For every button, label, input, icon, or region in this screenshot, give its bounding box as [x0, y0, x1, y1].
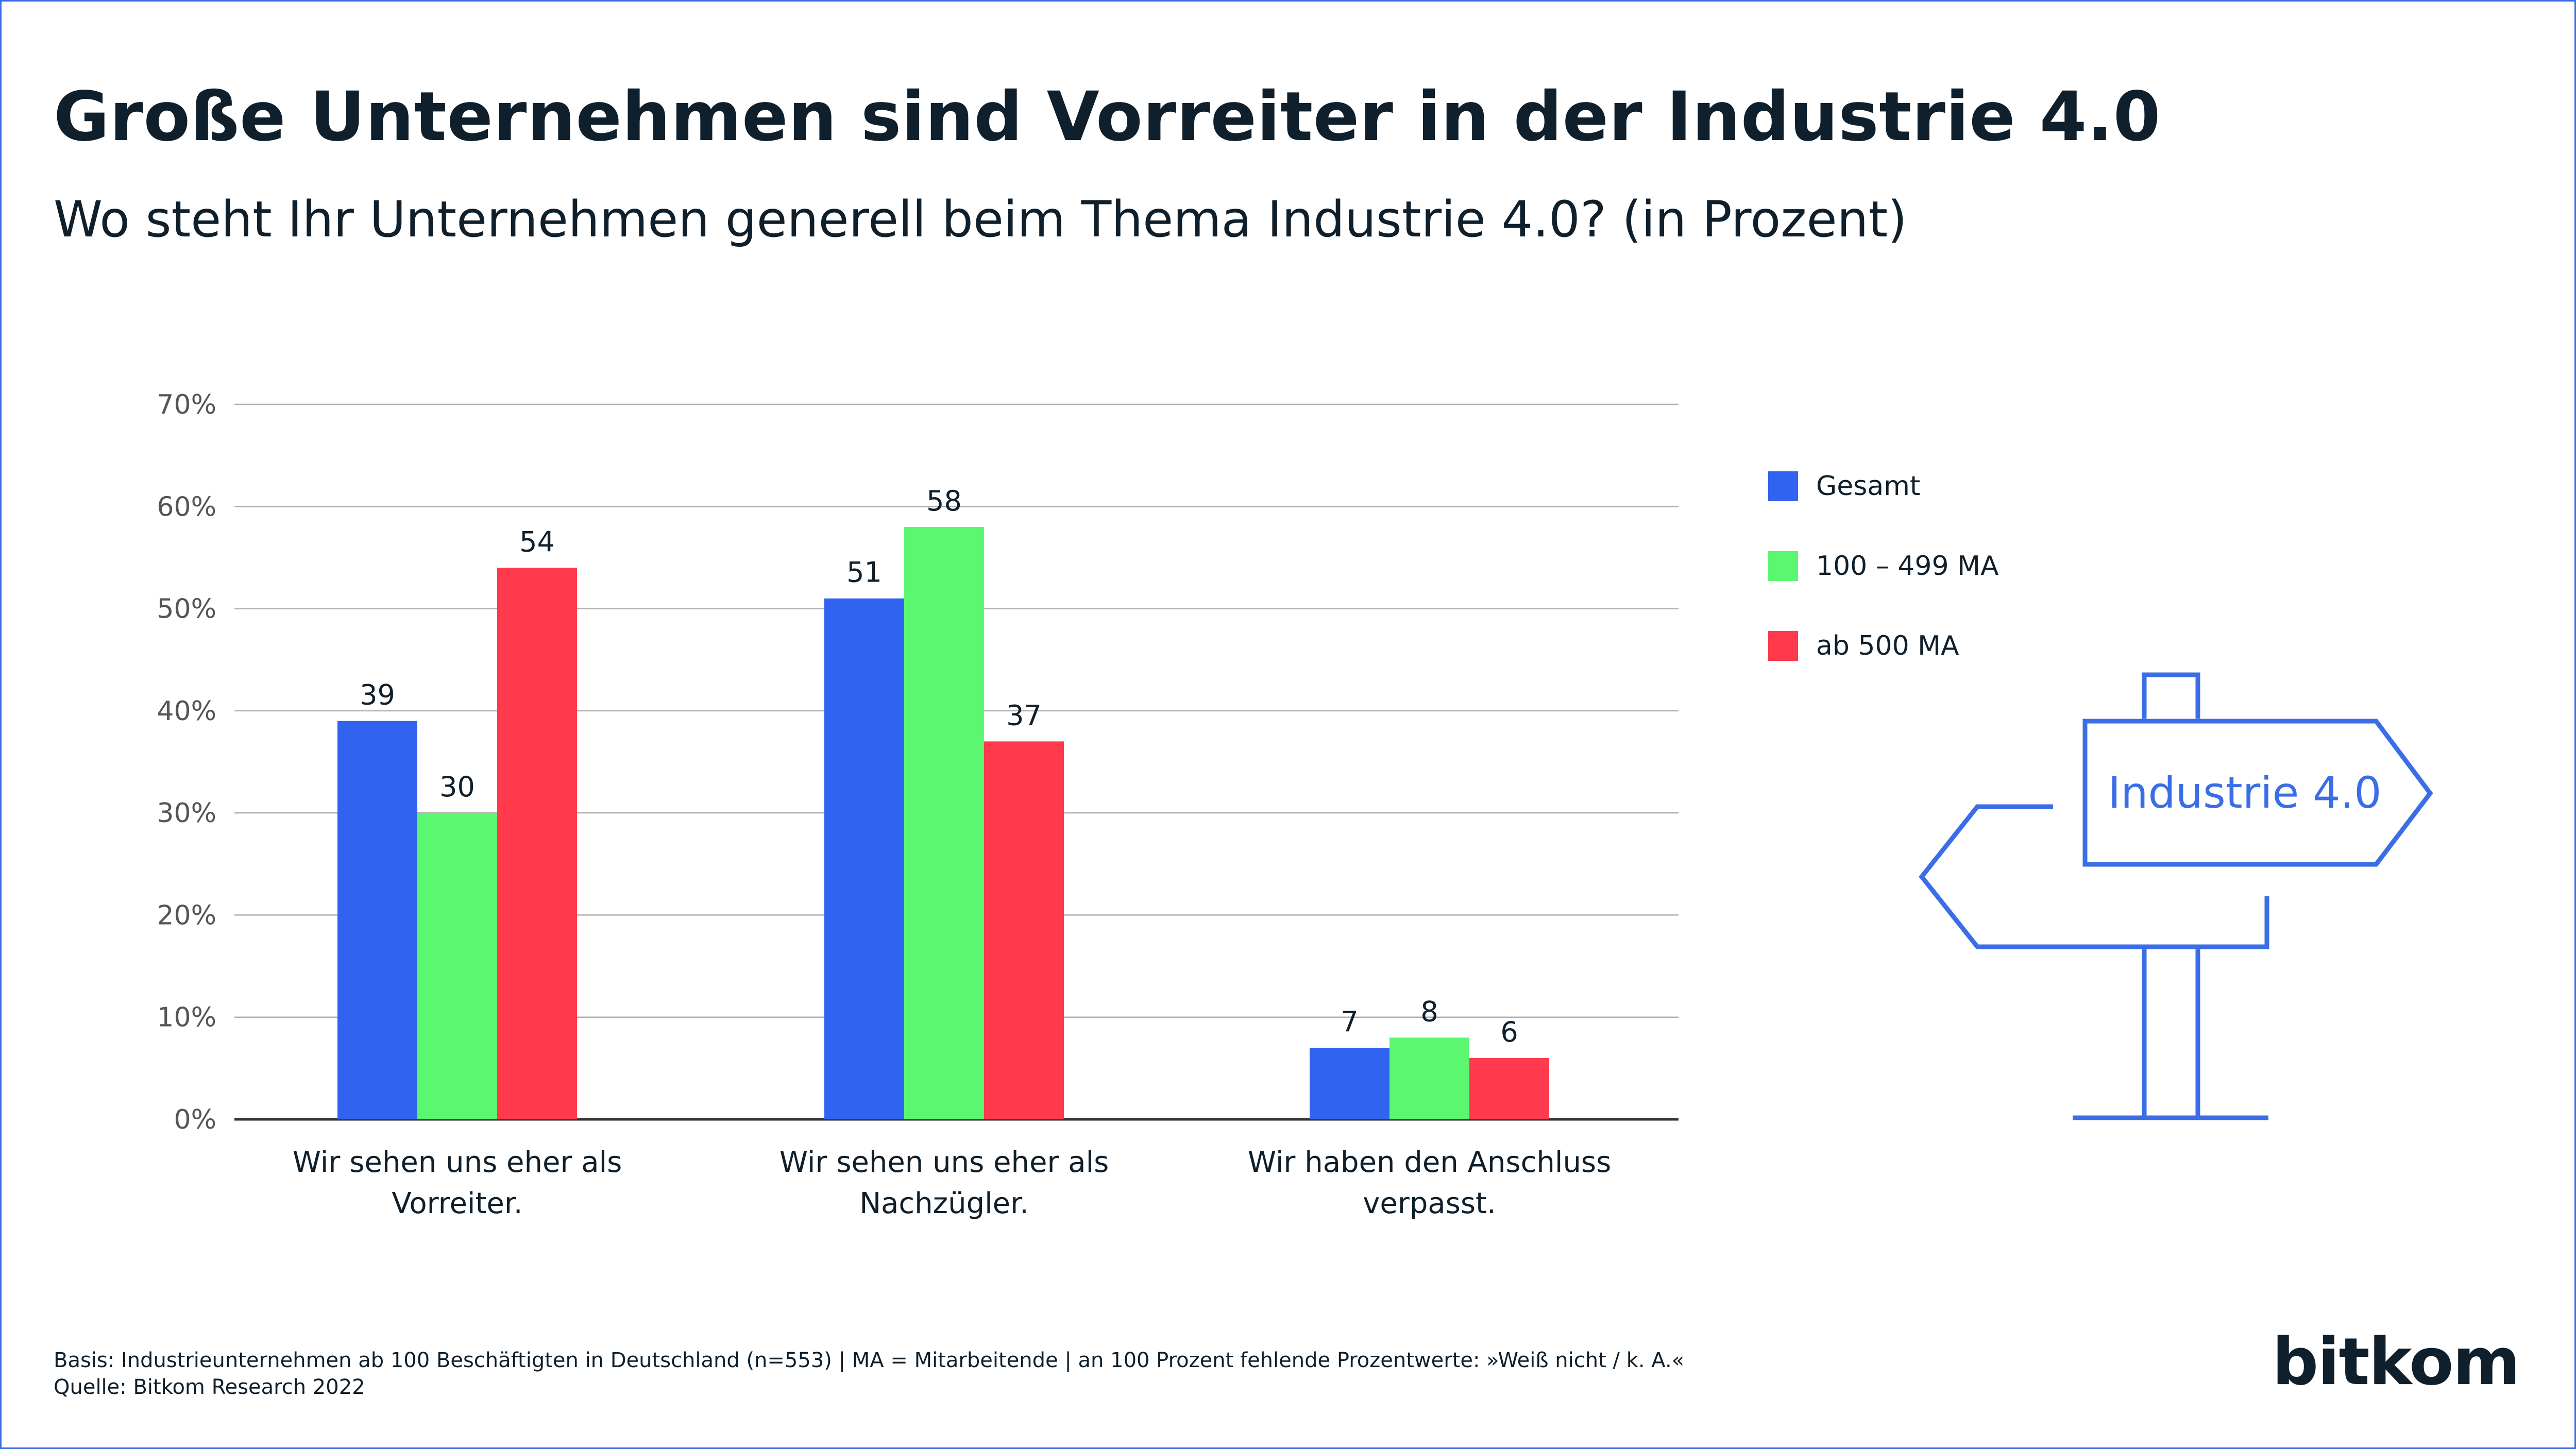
footnote-source: Quelle: Bitkom Research 2022 [54, 1375, 365, 1399]
data-label: 54 [519, 525, 555, 558]
x-tick-label: verpasst. [1363, 1187, 1496, 1220]
data-label: 37 [1006, 699, 1042, 731]
bar [337, 721, 417, 1119]
bar [417, 813, 497, 1119]
y-tick-label: 10% [157, 1002, 216, 1033]
y-tick-label: 50% [157, 594, 216, 625]
legend-label: Gesamt [1816, 471, 1920, 502]
x-tick-label: Vorreiter. [392, 1187, 522, 1220]
data-label: 6 [1500, 1016, 1518, 1048]
y-tick-label: 30% [157, 798, 216, 829]
data-label: 51 [846, 556, 882, 589]
y-tick-label: 40% [157, 696, 216, 727]
bar [984, 741, 1064, 1119]
bar [1469, 1058, 1549, 1119]
data-label: 39 [360, 679, 395, 711]
y-tick-label: 60% [157, 491, 216, 522]
footnote-basis: Basis: Industrieunternehmen ab 100 Besch… [54, 1349, 1685, 1372]
y-tick-label: 70% [157, 389, 216, 420]
bar [1389, 1037, 1469, 1119]
bar [1310, 1048, 1389, 1119]
data-label: 58 [926, 485, 962, 517]
signpost-right-sign [2082, 719, 2433, 867]
legend-swatch [1768, 471, 1798, 501]
legend-label: 100 – 499 MA [1816, 551, 1999, 582]
data-label: 8 [1420, 995, 1438, 1028]
x-tick-label: Nachzügler. [859, 1187, 1029, 1220]
legend-swatch [1768, 551, 1798, 581]
data-label: 30 [439, 771, 475, 803]
y-tick-label: 0% [174, 1104, 217, 1135]
legend-swatch [1768, 631, 1798, 661]
bar [824, 598, 904, 1119]
legend-label: ab 500 MA [1816, 630, 1959, 661]
x-tick-label: Wir haben den Anschluss [1248, 1146, 1612, 1179]
signpost-pole [2142, 949, 2200, 1118]
bar [497, 568, 577, 1119]
y-tick-label: 20% [157, 900, 216, 931]
chart-subtitle: Wo steht Ihr Unternehmen generell beim T… [54, 191, 1907, 248]
data-label: 7 [1341, 1005, 1358, 1038]
signpost-cap [2142, 672, 2200, 719]
signpost-label: Industrie 4.0 [2108, 768, 2381, 818]
chart-title: Große Unternehmen sind Vorreiter in der … [54, 77, 2161, 157]
bitkom-logo: bitkom [2272, 1324, 2520, 1400]
x-tick-label: Wir sehen uns eher als [779, 1146, 1109, 1179]
x-tick-label: Wir sehen uns eher als [293, 1146, 622, 1179]
signpost-left-sign [1919, 804, 2269, 949]
bar [904, 526, 984, 1119]
